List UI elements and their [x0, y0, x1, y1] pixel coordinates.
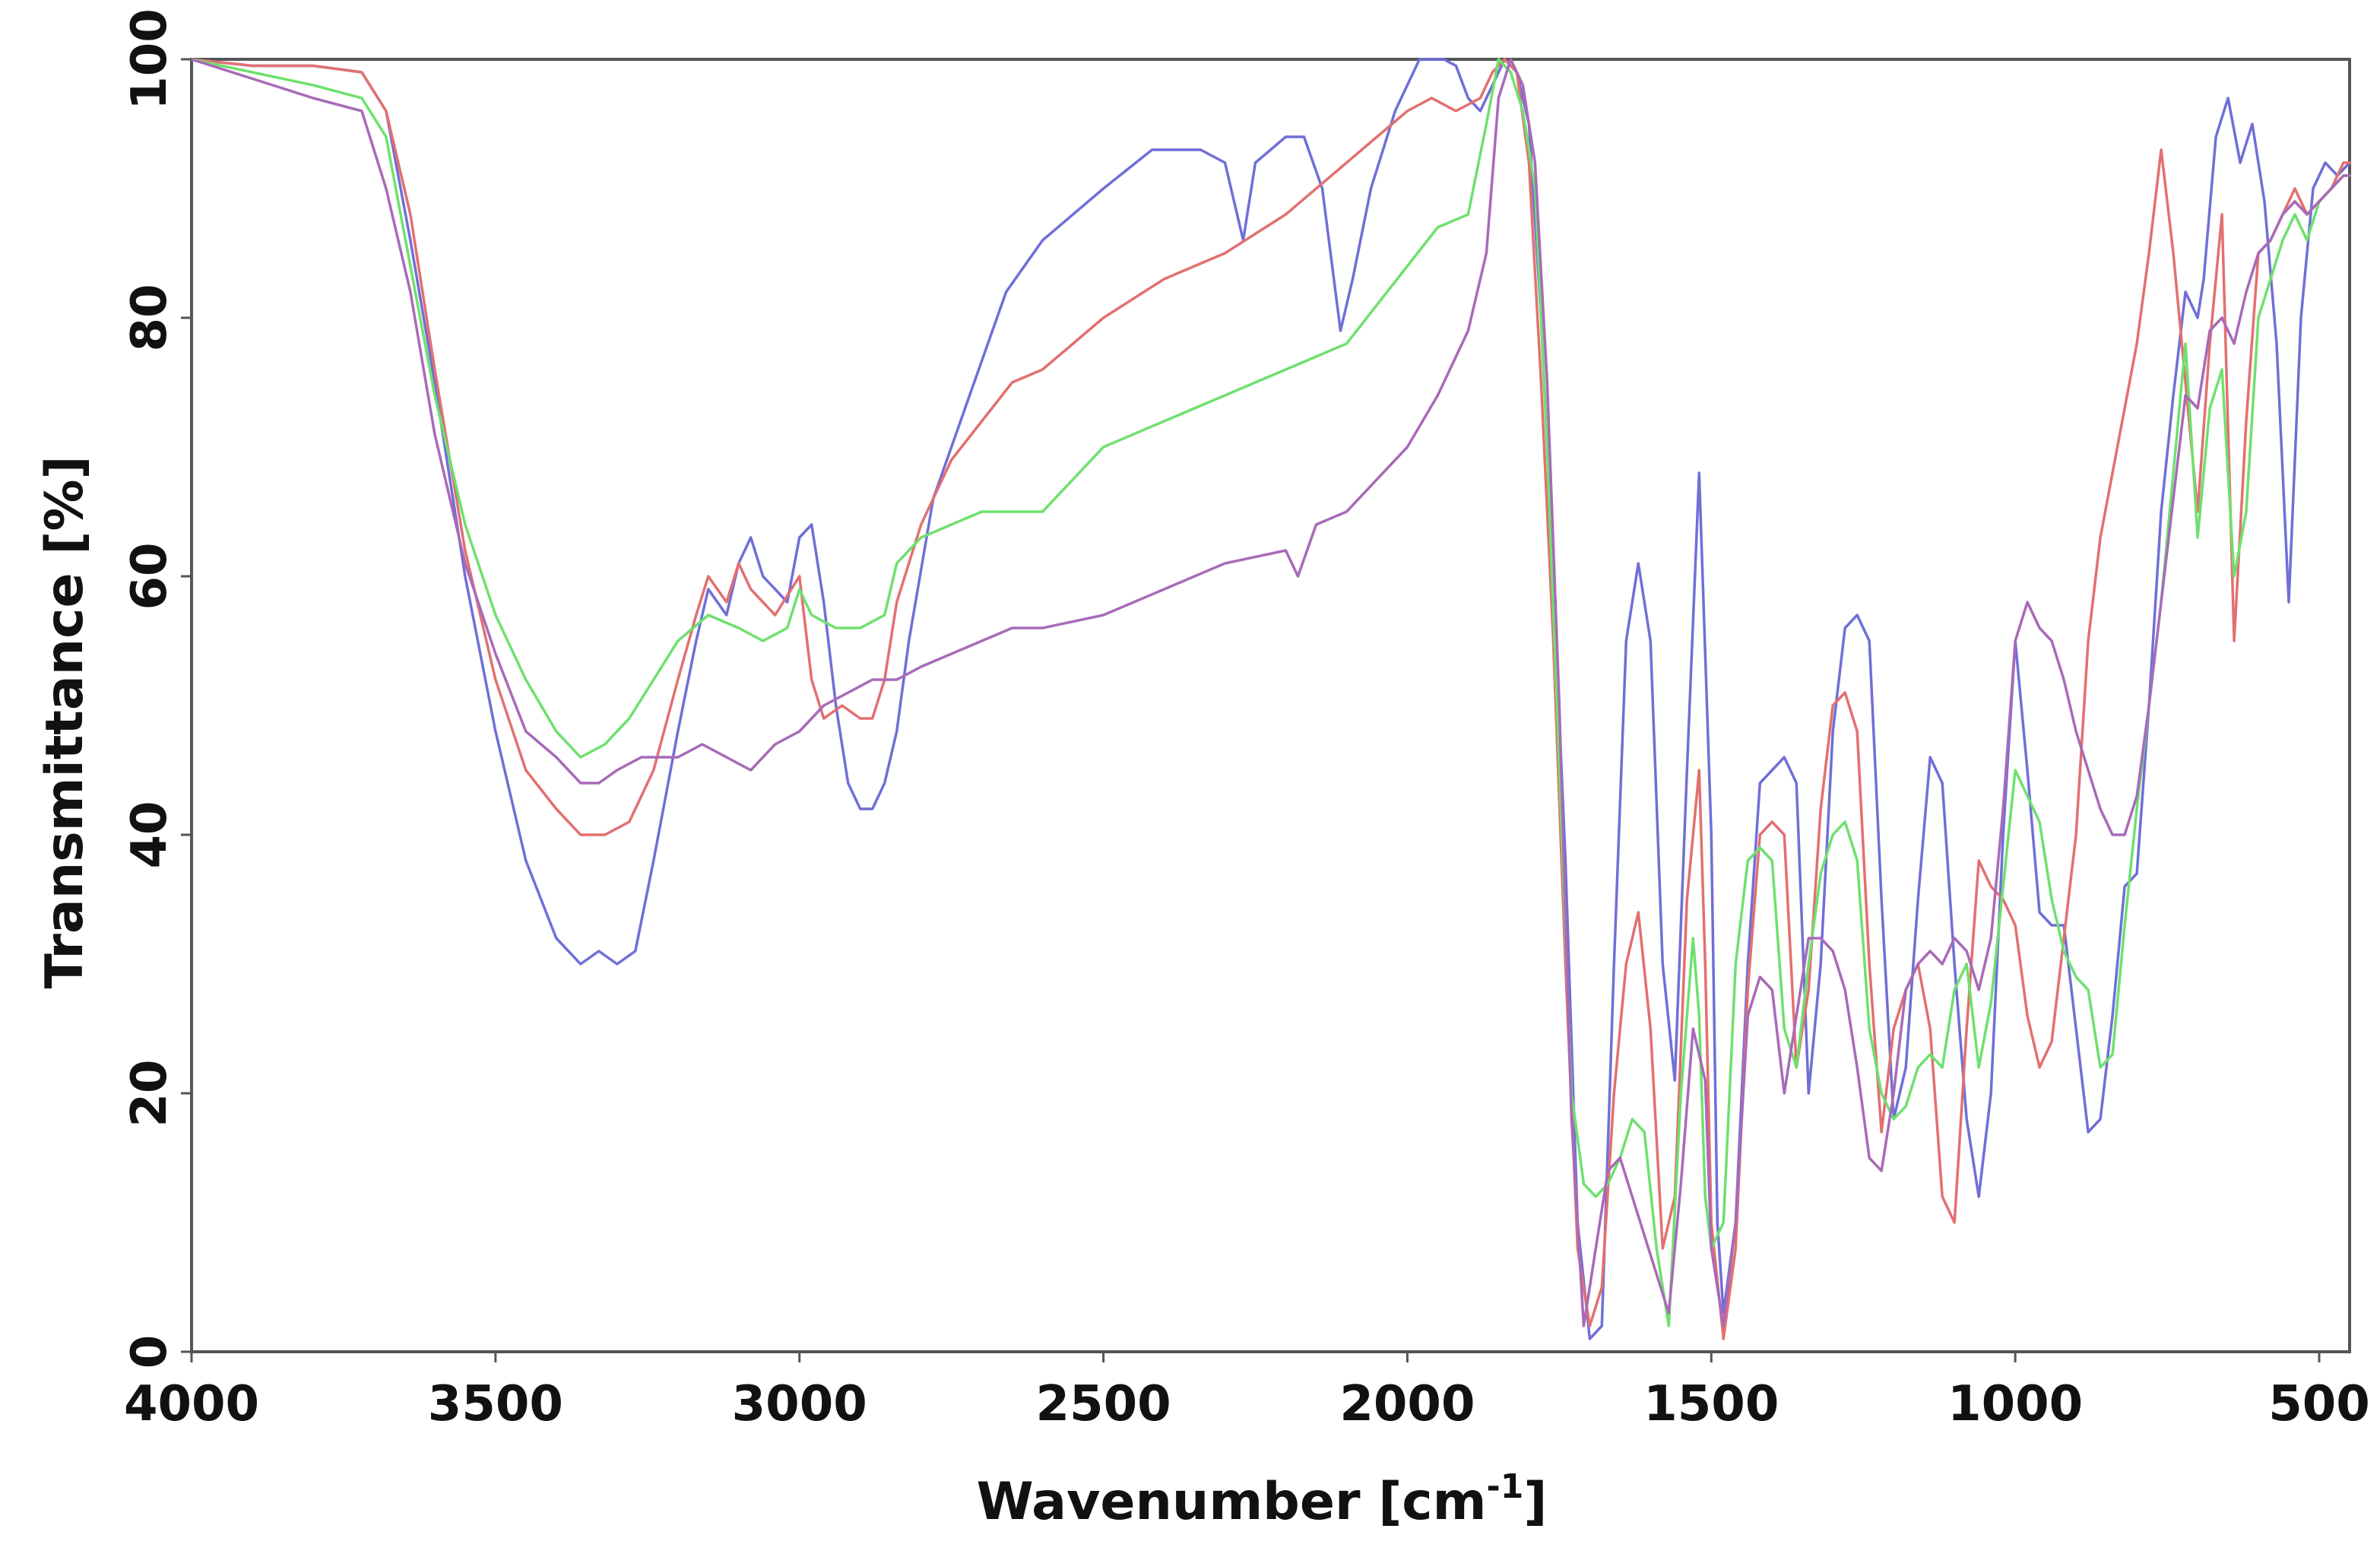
- series-line-1: [190, 58, 2351, 1340]
- y-axis-ticks: 0 20 40 60 80 100: [122, 8, 192, 1368]
- y-tick-label: 40: [122, 801, 178, 868]
- y-tick-label: 80: [122, 284, 178, 351]
- x-axis-ticks: 4000 3500 3000 2500 2000 1500 1000 500: [124, 1352, 2370, 1432]
- x-tick-label: 2000: [1339, 1376, 1475, 1432]
- x-tick-label: 3000: [732, 1376, 867, 1432]
- y-tick-label: 20: [122, 1059, 178, 1127]
- x-tick-label: 1500: [1643, 1376, 1779, 1432]
- x-tick-label: 1000: [1947, 1376, 2083, 1432]
- x-axis-title-superscript: -1: [1486, 1467, 1523, 1506]
- x-axis-title: Wavenumber [cm-1]: [977, 1467, 1548, 1532]
- series-line-3: [190, 58, 2351, 1327]
- y-tick-label: 60: [122, 542, 178, 610]
- x-axis-title-main: Wavenumber [cm: [977, 1472, 1487, 1532]
- x-axis-title-close: ]: [1523, 1472, 1547, 1532]
- series-layer: [190, 58, 2351, 1340]
- y-tick-label: 0: [122, 1335, 178, 1369]
- y-tick-label: 100: [122, 8, 178, 110]
- series-line-2: [190, 58, 2351, 1340]
- plot-frame: [190, 58, 2351, 1353]
- y-axis-title: Transmittance [%]: [35, 455, 95, 988]
- series-line-4: [190, 58, 2351, 1327]
- x-tick-label: 500: [2268, 1376, 2370, 1432]
- x-tick-label: 4000: [124, 1376, 259, 1432]
- x-tick-label: 2500: [1036, 1376, 1171, 1432]
- x-tick-label: 3500: [428, 1376, 563, 1432]
